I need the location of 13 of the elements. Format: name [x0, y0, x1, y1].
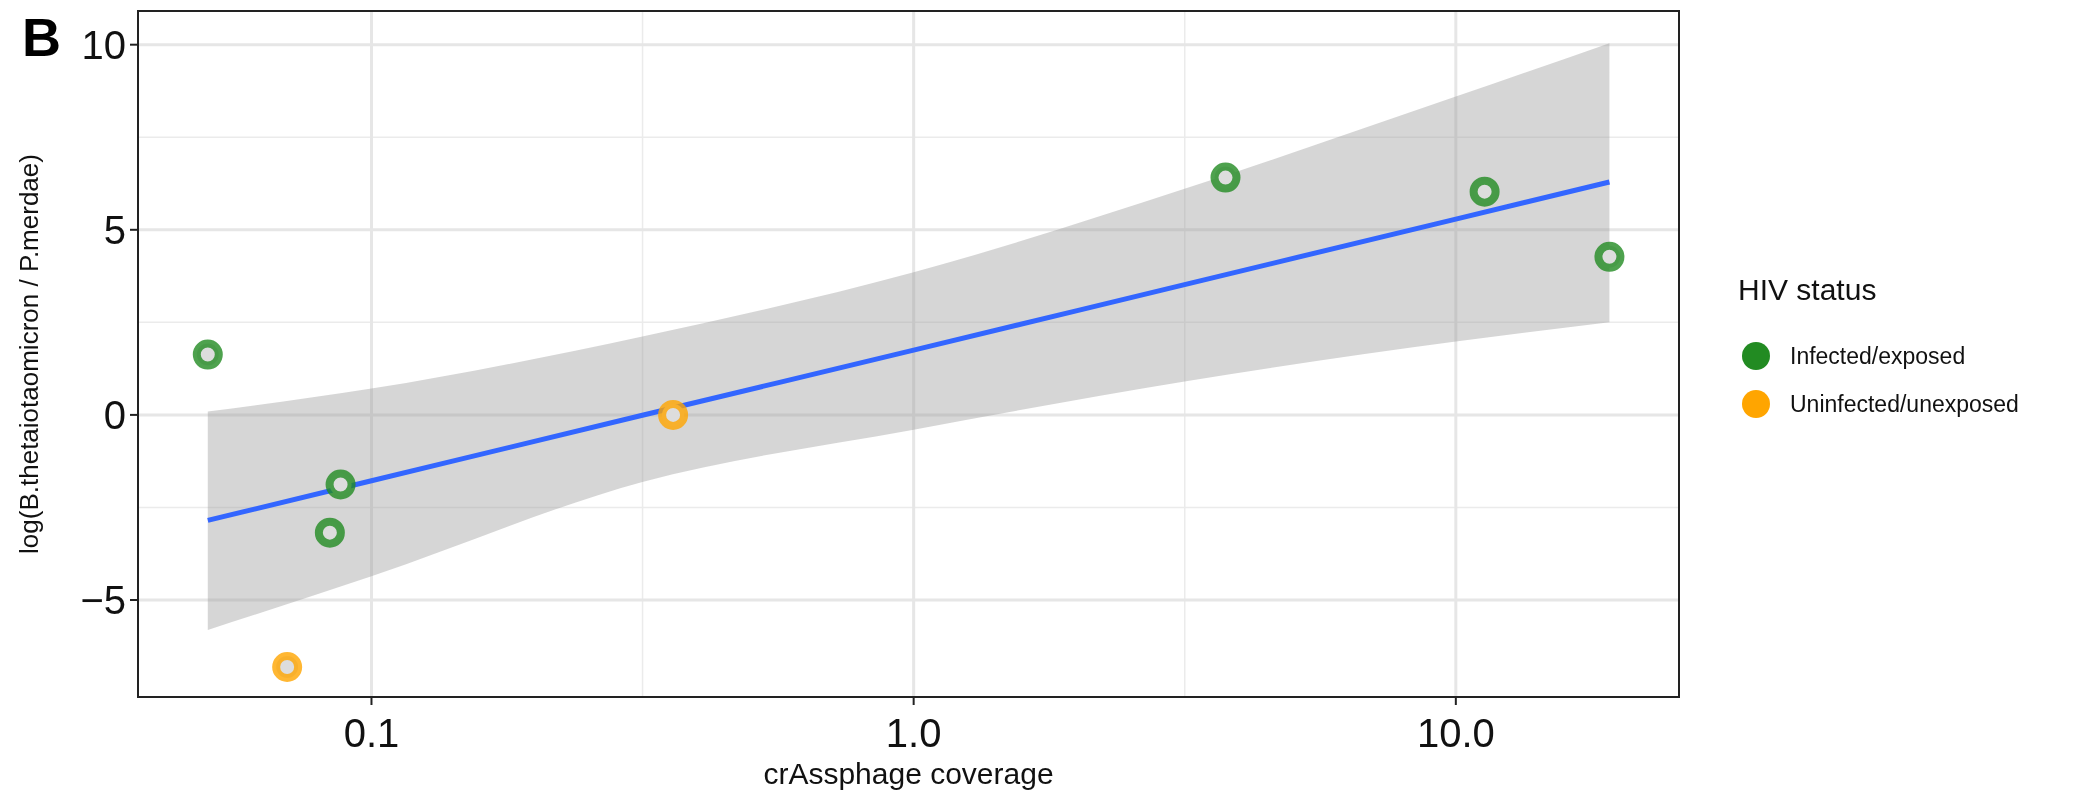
y-tick-label: 5 — [103, 207, 126, 252]
y-tick-label: 10 — [81, 22, 126, 67]
y-tick-label: 0 — [103, 392, 126, 437]
x-axis-title: crAssphage coverage — [763, 757, 1054, 790]
text: B — [22, 7, 61, 67]
x-tick-label: 0.1 — [343, 711, 400, 755]
y-tick-label: −5 — [80, 578, 126, 622]
x-tick-label: 1.0 — [885, 711, 942, 755]
text: Uninfected/unexposed — [1790, 391, 2019, 417]
y-axis-title: log(B.thetaiotaomicron / P.merdae) — [14, 154, 44, 554]
x-tick-label: 10.0 — [1416, 711, 1495, 755]
text: Infected/exposed — [1790, 343, 1966, 369]
legend-title: HIV status — [1738, 273, 1877, 306]
